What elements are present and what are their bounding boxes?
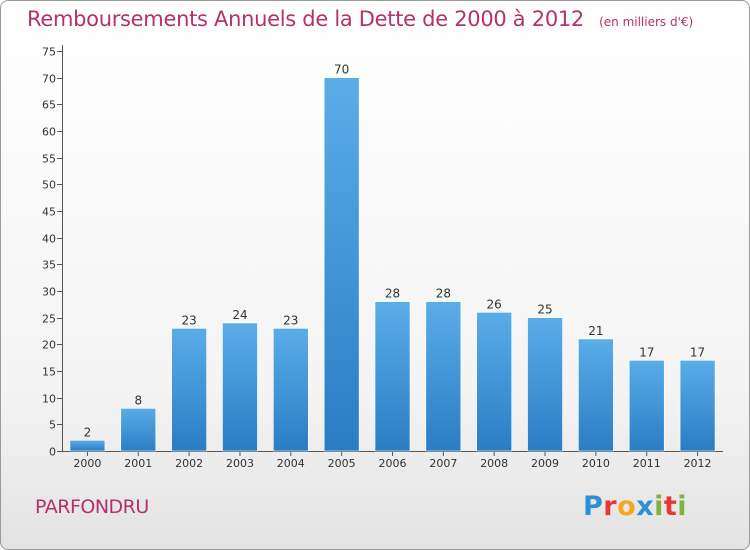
- subtitle-text: (en milliers d'€): [599, 15, 694, 29]
- bar-value-label: 24: [232, 308, 247, 322]
- bar-value-label: 8: [134, 393, 142, 407]
- y-tick-label: 65: [42, 99, 56, 112]
- logo-letter: r: [603, 491, 618, 522]
- bar-value-label: 70: [334, 63, 349, 77]
- x-tick-label: 2001: [124, 457, 152, 470]
- bar: [273, 328, 309, 452]
- bar-value-label: 26: [487, 297, 502, 311]
- proxiti-logo: Proxiti: [583, 491, 687, 522]
- y-tick-label: 75: [42, 46, 56, 59]
- bar: [323, 77, 360, 452]
- bar: [120, 408, 157, 452]
- bar: [476, 312, 512, 452]
- y-tick-label: 60: [42, 126, 56, 139]
- chart-axes: 0 5 10 15 20 25 30 35 40 45 50 55 60 65 70 75: [42, 45, 723, 459]
- x-tick-label: 2012: [684, 457, 712, 470]
- bar: [69, 440, 106, 452]
- commune-name: PARFONDRU: [35, 496, 149, 518]
- y-tick-label: 50: [42, 179, 56, 192]
- logo-letter: o: [617, 491, 637, 522]
- x-tick-label: 2007: [429, 457, 457, 470]
- x-tick-label: 2010: [582, 457, 610, 470]
- bar-value-label: 17: [690, 345, 705, 359]
- x-tick-label: 2011: [633, 457, 661, 470]
- bar-value-label: 23: [181, 313, 196, 327]
- bar: [374, 301, 411, 452]
- logo-letter: i: [654, 491, 664, 522]
- bar-value-label: 25: [537, 303, 552, 317]
- bar-value-label: 2: [84, 425, 92, 439]
- x-tick-label: 2000: [73, 457, 101, 470]
- chart-labels: 2000 2 2001 8 2002 23 2003 24 2004 23 2005 70 2006 28…: [73, 63, 711, 470]
- x-tick-label: 2008: [480, 457, 508, 470]
- y-tick-label: 20: [42, 339, 56, 352]
- bar-value-label: 28: [385, 287, 400, 301]
- bar: [527, 317, 563, 452]
- bar-value-label: 17: [639, 345, 654, 359]
- x-tick-label: 2005: [328, 457, 356, 470]
- bar: [679, 360, 716, 452]
- y-tick-label: 70: [42, 73, 56, 86]
- y-tick-label: 40: [42, 233, 56, 246]
- y-tick-label: 55: [42, 153, 56, 166]
- x-tick-label: 2006: [379, 457, 407, 470]
- bar: [222, 322, 258, 452]
- y-tick-label: 0: [49, 446, 56, 459]
- x-tick-label: 2003: [226, 457, 254, 470]
- bar: [628, 360, 665, 452]
- bar-value-label: 21: [588, 324, 603, 338]
- chart-bars: [69, 77, 716, 452]
- y-tick-label: 30: [42, 286, 56, 299]
- logo-letter: x: [636, 491, 655, 522]
- bar-value-label: 23: [283, 313, 298, 327]
- logo-letter: P: [583, 491, 604, 522]
- x-tick-label: 2009: [531, 457, 559, 470]
- y-tick-label: 35: [42, 259, 56, 272]
- bar: [425, 301, 462, 452]
- logo-letter: i: [677, 491, 688, 522]
- chart-title: Remboursements Annuels de la Dette de 20…: [27, 7, 693, 31]
- y-tick-label: 25: [42, 313, 56, 326]
- y-tick-label: 10: [42, 393, 56, 406]
- x-tick-label: 2004: [277, 457, 305, 470]
- y-tick-label: 45: [42, 206, 56, 219]
- y-tick-label: 5: [49, 419, 56, 432]
- y-tick-label: 15: [42, 366, 56, 379]
- bar-value-label: 28: [436, 287, 451, 301]
- logo-letter: t: [663, 491, 678, 522]
- x-tick-label: 2002: [175, 457, 203, 470]
- title-text: Remboursements Annuels de la Dette de 20…: [27, 7, 584, 31]
- bar: [578, 338, 614, 452]
- bar: [171, 328, 207, 452]
